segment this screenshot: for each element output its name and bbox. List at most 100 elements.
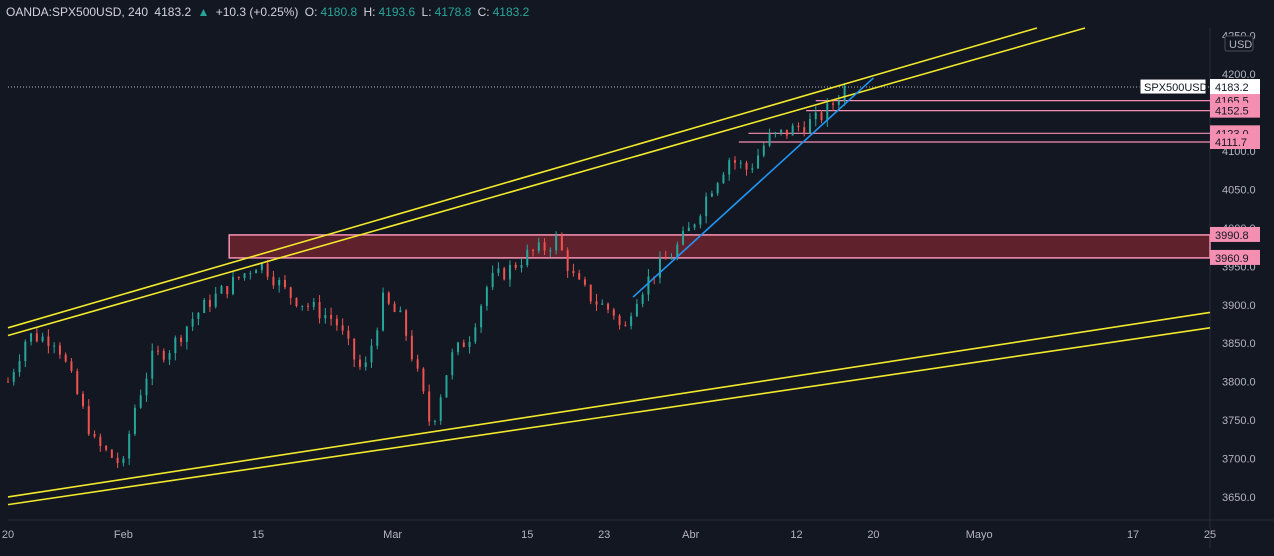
candle-body [439, 397, 442, 421]
close-label: C: [477, 5, 490, 19]
candle-body [133, 407, 136, 434]
resistance-zone [228, 234, 1211, 259]
candle-body [445, 375, 448, 398]
candle-body [110, 449, 113, 458]
candle-body [243, 273, 246, 278]
y-tick-label: 4200.0 [1222, 69, 1256, 81]
triangle-up-icon: ▲ [197, 5, 210, 19]
candle-body [162, 350, 165, 360]
candle-body [128, 433, 131, 459]
candle-body [462, 342, 465, 348]
candle-body [670, 257, 673, 260]
y-tick-label: 3850.0 [1222, 338, 1256, 350]
candle-body [70, 361, 73, 372]
candle-body [12, 372, 15, 382]
candle-body [168, 353, 171, 360]
low-value: 4178.8 [434, 5, 472, 19]
candle-body [214, 293, 217, 307]
candle-body [797, 125, 800, 128]
currency-label: USD [1229, 39, 1252, 51]
candle-body [30, 333, 33, 342]
candle-body [422, 368, 425, 392]
x-tick-label: 20 [867, 529, 879, 541]
candle-body [358, 359, 361, 367]
candle-body [116, 457, 119, 464]
candle-body [624, 325, 627, 327]
currency-badge [1224, 35, 1254, 52]
candle-body [191, 318, 194, 327]
candle-body [555, 235, 558, 251]
candle-body [480, 305, 483, 328]
x-tick-label: 15 [252, 529, 264, 541]
candle-body [532, 249, 535, 252]
candle-body [474, 327, 477, 342]
candle-body [699, 216, 702, 225]
candle-body [99, 436, 102, 446]
level-price-tag [1210, 102, 1260, 118]
candle-body [601, 303, 604, 305]
candle-body [180, 337, 183, 342]
candle-body [520, 265, 523, 268]
candle-body [537, 242, 540, 252]
candle-body [508, 264, 511, 280]
candle-body [197, 312, 200, 319]
candle-body [289, 287, 292, 298]
symbol-tag-text: SPX500USD [1144, 82, 1208, 94]
candle-body [733, 160, 736, 163]
candle-body [780, 129, 783, 133]
candle-body [566, 250, 569, 271]
channel-upper-1 [7, 27, 1038, 329]
candle-body [399, 310, 402, 312]
candle-body [249, 273, 252, 275]
candle-body [370, 345, 373, 363]
candle-body [705, 196, 708, 217]
x-tick-label: Mar [383, 529, 402, 541]
candle-body [814, 112, 817, 120]
candle-body [208, 299, 211, 307]
x-tick-label: 15 [521, 529, 533, 541]
candle-body [485, 287, 488, 306]
candle-body [318, 301, 321, 319]
candle-body [283, 279, 286, 288]
symbol-label[interactable]: OANDA:SPX500USD, 240 [6, 5, 149, 19]
candle-body [105, 445, 108, 450]
candle-body [658, 257, 661, 278]
candle-body [826, 103, 829, 121]
level-price-text: 3990.8 [1215, 230, 1249, 242]
candle-body [174, 337, 177, 354]
candle-body [745, 162, 748, 170]
candle-body [618, 315, 621, 326]
candle-body [405, 310, 408, 336]
candle-body [185, 326, 188, 342]
candle-body [203, 299, 206, 313]
candle-body [774, 132, 777, 134]
candle-body [266, 263, 269, 277]
candle-body [751, 168, 754, 170]
channel-lower-1 [7, 311, 1211, 498]
candle-body [87, 406, 90, 435]
candle-body [832, 103, 835, 105]
candle-body [607, 303, 610, 310]
level-price-text: 3960.9 [1215, 253, 1249, 265]
candle-body [710, 193, 713, 197]
candle-body [260, 263, 263, 271]
candle-body [468, 341, 471, 348]
y-tick-label: 3750.0 [1222, 415, 1256, 427]
candle-body [35, 333, 38, 342]
level-price-tag [1210, 249, 1260, 265]
candle-body [491, 272, 494, 288]
candle-body [295, 297, 298, 307]
channel-lower-2 [7, 327, 1211, 506]
candle-body [272, 276, 275, 286]
candle-body [543, 242, 546, 251]
candle-body [739, 162, 742, 164]
candle-body [64, 354, 67, 362]
channel-upper-2 [7, 27, 1086, 337]
level-price-text: 4152.5 [1215, 106, 1249, 118]
candle-body [837, 101, 840, 105]
last-price-text: 4183.2 [1215, 82, 1249, 94]
candle-body [24, 341, 27, 362]
candle-body [693, 224, 696, 228]
candle-body [451, 352, 454, 376]
